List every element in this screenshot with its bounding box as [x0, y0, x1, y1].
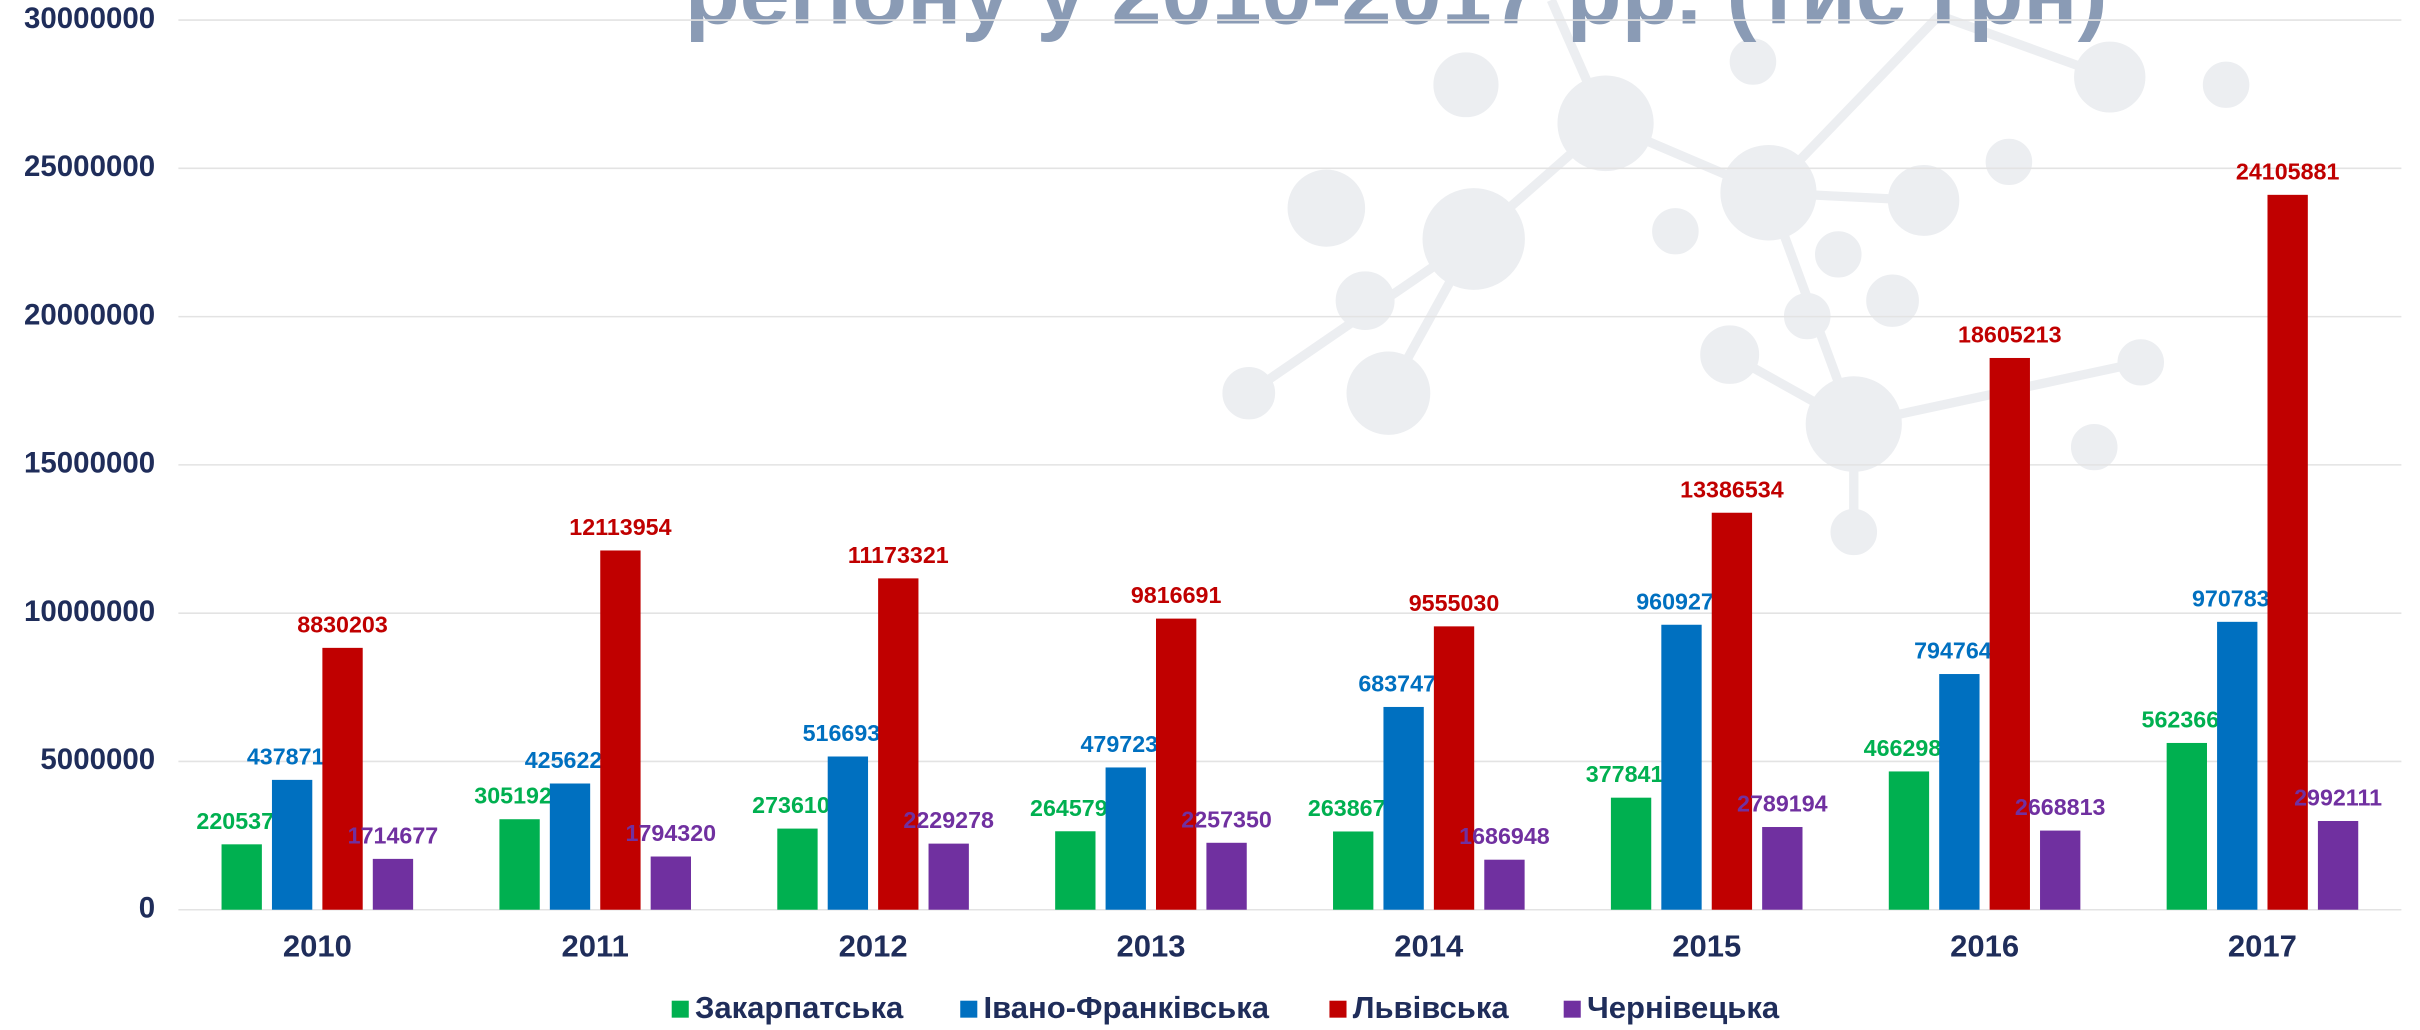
data-label: 18605213 [1958, 322, 2062, 348]
y-tick-label: 20000000 [24, 298, 155, 331]
data-label: 1794320 [626, 820, 717, 846]
bar [322, 648, 362, 910]
y-tick-label: 10000000 [24, 595, 155, 628]
legend-label: Львівська [1353, 990, 1510, 1025]
legend-swatch [960, 1001, 977, 1018]
data-label: 1686948 [1459, 823, 1550, 849]
bar [373, 859, 413, 910]
bar [1055, 831, 1095, 909]
bar [878, 578, 918, 909]
bar [272, 780, 312, 910]
legend-swatch [672, 1001, 689, 1018]
bar [828, 756, 868, 909]
legend-label: Івано-Франківська [984, 990, 1270, 1025]
bar [1383, 707, 1423, 910]
bar [1762, 827, 1802, 910]
bar [600, 550, 640, 909]
x-tick-label: 2012 [839, 929, 908, 964]
bar [1712, 513, 1752, 910]
bar [499, 819, 539, 910]
bar [1484, 860, 1524, 910]
bar [777, 829, 817, 910]
data-label: 2257350 [1181, 806, 1272, 832]
bar [1611, 798, 1651, 910]
bar [222, 844, 262, 909]
x-tick-label: 2013 [1116, 929, 1185, 964]
chart: регіону у 2010-2017 рр. (тис грн) 0 50000… [0, 0, 2420, 1030]
data-label: 11173321 [848, 542, 949, 568]
x-tick-label: 2016 [1950, 929, 2019, 964]
x-tick-label: 2015 [1672, 929, 1741, 964]
y-tick-label: 25000000 [24, 150, 155, 183]
y-tick-label: 30000000 [24, 2, 155, 35]
data-label: 24105881 [2236, 158, 2340, 184]
legend-swatch [1564, 1001, 1581, 1018]
y-tick-label: 5000000 [40, 743, 155, 776]
bar [651, 857, 691, 910]
bar [2040, 831, 2080, 910]
bar [1939, 674, 1979, 910]
bar [1889, 771, 1929, 909]
legend-label: Чернівецька [1587, 990, 1780, 1025]
bar [2167, 743, 2207, 910]
data-label: 12113954 [569, 514, 671, 540]
data-label: 2789194 [1737, 791, 1828, 817]
y-tick-label: 0 [139, 892, 155, 925]
bar [1661, 625, 1701, 910]
bar [1333, 831, 1373, 909]
x-tick-label: 2010 [283, 929, 352, 964]
bar [1156, 619, 1196, 910]
x-tick-label: 2014 [1394, 929, 1464, 964]
y-tick-label: 15000000 [24, 447, 155, 480]
bar [1206, 843, 1246, 910]
bar [1106, 767, 1146, 909]
data-label: 2668813 [2015, 794, 2106, 820]
data-label: 13386534 [1680, 476, 1784, 502]
data-label: 9555030 [1409, 590, 1500, 616]
bar [929, 844, 969, 910]
data-label: 2229278 [903, 807, 994, 833]
data-label: 1714677 [348, 822, 439, 848]
bar [2217, 622, 2257, 910]
data-label: 8830203 [297, 611, 388, 637]
chart-title: регіону у 2010-2017 рр. (тис грн) [685, 0, 2108, 44]
data-label: 9816691 [1131, 582, 1222, 608]
x-tick-label: 2011 [562, 929, 629, 964]
legend-swatch [1329, 1001, 1346, 1018]
background-molecule [1227, 0, 2245, 550]
data-label: 2992111 [2294, 785, 2382, 811]
bar [1434, 626, 1474, 909]
bar [2318, 821, 2358, 910]
bar [1990, 358, 2030, 910]
bar [550, 784, 590, 910]
x-tick-label: 2017 [2228, 929, 2297, 964]
legend-label: Закарпатська [695, 990, 904, 1025]
